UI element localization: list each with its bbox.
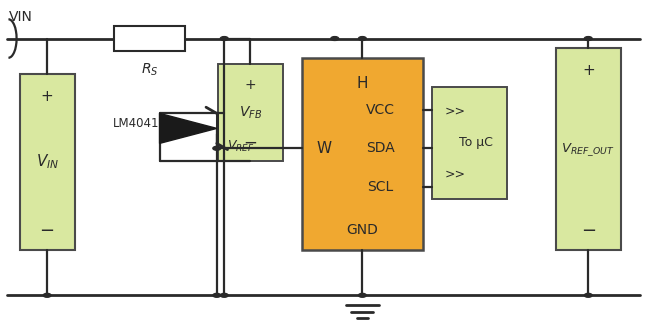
Text: −: − <box>580 222 596 240</box>
Text: $V_{REF}$: $V_{REF}$ <box>226 138 254 154</box>
Circle shape <box>584 293 592 297</box>
Text: +: + <box>41 89 53 104</box>
Circle shape <box>44 293 51 297</box>
Circle shape <box>213 146 220 150</box>
Text: $R_S$: $R_S$ <box>141 62 158 78</box>
Circle shape <box>584 37 592 40</box>
Circle shape <box>213 293 220 297</box>
Bar <box>218 64 283 160</box>
Text: +: + <box>582 63 595 78</box>
Text: −: − <box>243 134 257 152</box>
Text: To μC: To μC <box>459 136 493 149</box>
Text: $V_{FB}$: $V_{FB}$ <box>239 104 262 121</box>
Bar <box>20 74 75 250</box>
Circle shape <box>359 293 367 297</box>
Text: H: H <box>357 76 368 91</box>
Text: >>: >> <box>444 168 465 181</box>
Text: VIN: VIN <box>8 10 32 24</box>
Text: +: + <box>244 78 256 92</box>
Circle shape <box>220 293 228 297</box>
Bar <box>114 27 185 51</box>
Text: SDA: SDA <box>366 141 395 155</box>
Text: −: − <box>40 222 55 240</box>
Polygon shape <box>160 113 216 143</box>
Circle shape <box>331 37 339 40</box>
Bar <box>302 58 422 250</box>
Bar <box>432 87 507 199</box>
Text: SCL: SCL <box>367 180 393 194</box>
Text: $V_{REF\_OUT}$: $V_{REF\_OUT}$ <box>562 141 615 158</box>
Text: LM4041: LM4041 <box>113 117 160 130</box>
Text: W: W <box>317 141 332 156</box>
Circle shape <box>359 37 367 40</box>
Circle shape <box>220 37 228 40</box>
Text: >>: >> <box>444 105 465 118</box>
Bar <box>556 48 621 250</box>
Text: VCC: VCC <box>366 103 395 117</box>
Text: GND: GND <box>346 222 378 237</box>
Text: $V_{IN}$: $V_{IN}$ <box>36 153 58 171</box>
